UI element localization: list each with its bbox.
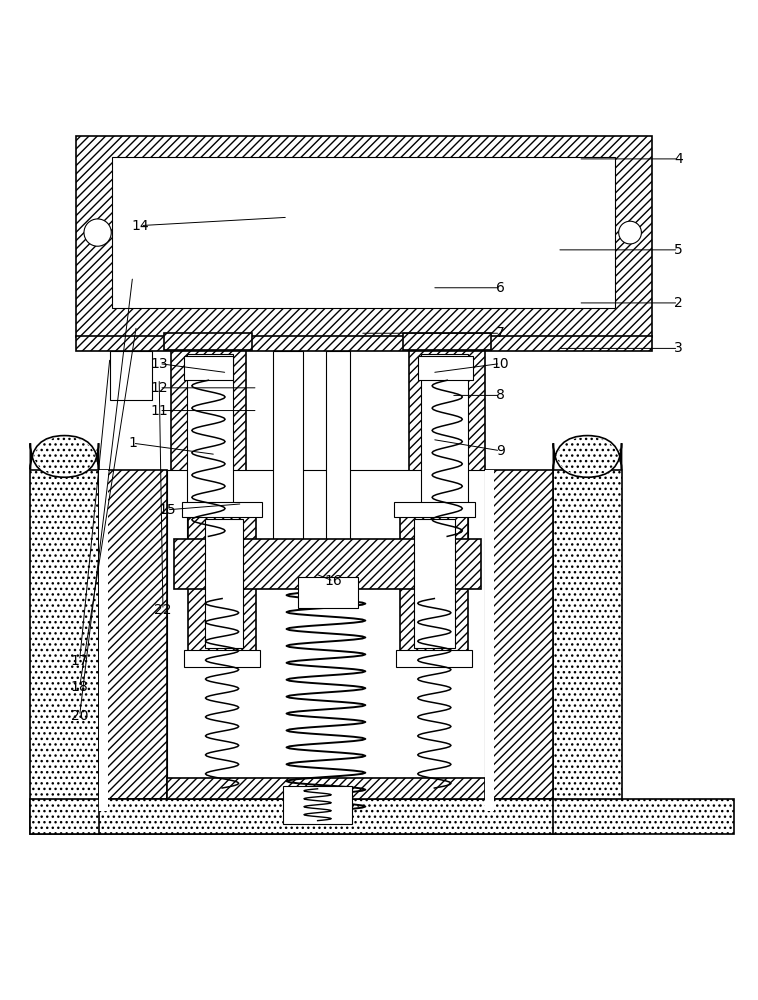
Text: 3: 3 [674,341,683,355]
Bar [182,502,262,517]
Bar [188,515,256,652]
Text: 17: 17 [70,654,89,668]
Text: 9: 9 [496,444,505,458]
Text: 12: 12 [150,381,168,395]
Text: 10: 10 [491,357,509,371]
Bar [30,470,99,834]
Bar [421,354,468,538]
Bar [174,539,481,589]
Bar [418,356,473,380]
Text: 16: 16 [324,574,343,588]
Bar [553,470,622,834]
Bar [76,136,652,337]
Bar [30,799,734,834]
Circle shape [84,219,111,246]
Text: 13: 13 [150,357,168,371]
Bar [485,470,553,811]
Bar [167,778,485,799]
Text: 7: 7 [496,326,505,340]
Bar [167,470,485,778]
Bar [414,519,455,648]
FancyBboxPatch shape [30,436,99,477]
Bar [184,650,260,667]
Text: 2: 2 [674,296,683,310]
Text: 5: 5 [674,243,683,257]
Bar [184,356,233,380]
Bar [205,519,243,648]
Bar [164,333,252,350]
Text: 20: 20 [70,709,89,723]
Bar [400,515,468,652]
Text: 8: 8 [496,388,505,402]
Bar [76,336,652,351]
Bar [110,351,152,400]
FancyBboxPatch shape [553,436,622,477]
Bar [187,354,233,538]
Bar [403,333,491,350]
Text: 14: 14 [131,219,149,233]
Bar [394,502,475,517]
Bar [283,786,352,824]
Text: 15: 15 [158,503,176,517]
Text: 22: 22 [154,603,172,617]
Text: 1: 1 [128,436,137,450]
Bar [171,350,246,545]
Bar [99,799,553,834]
Circle shape [619,221,641,244]
Bar [273,351,303,545]
Bar [112,157,615,308]
Bar [326,351,350,545]
Text: 4: 4 [674,152,683,166]
Bar [297,577,358,608]
Text: 18: 18 [70,680,89,694]
Text: 11: 11 [150,404,168,418]
Bar [99,470,108,811]
Bar [396,650,472,667]
Bar [485,470,494,811]
Bar [99,470,167,811]
Bar [409,350,485,545]
Text: 6: 6 [496,281,505,295]
